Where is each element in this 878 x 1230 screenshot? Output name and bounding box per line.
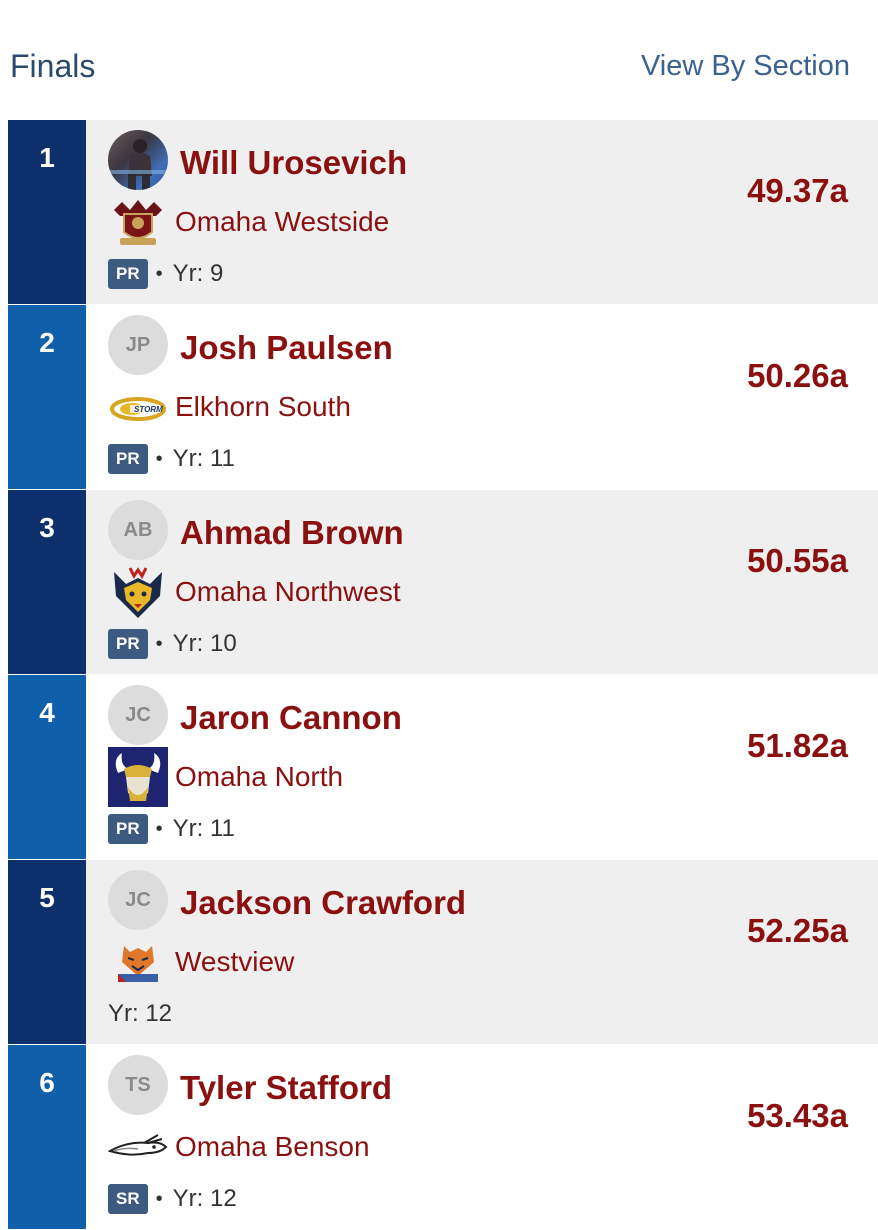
athlete-meta: PR • Yr: 10 xyxy=(108,628,237,660)
result-mark: 49.37a xyxy=(747,172,848,209)
team-name[interactable]: Westview xyxy=(175,946,295,977)
page-title: Finals xyxy=(10,48,96,84)
athlete-year: Yr: 12 xyxy=(172,1185,237,1212)
place-cell: 3 xyxy=(8,490,86,674)
athlete-meta: SR • Yr: 12 xyxy=(108,1183,237,1215)
place-cell: 4 xyxy=(8,675,86,859)
athlete-meta: PR • Yr: 11 xyxy=(108,813,235,845)
place-number: 4 xyxy=(39,697,55,728)
separator-dot: • xyxy=(155,632,163,655)
pr-badge: PR xyxy=(108,444,148,474)
athlete-year: Yr: 11 xyxy=(172,815,235,842)
storm-logo-icon: STORM xyxy=(108,377,168,437)
result-row[interactable]: 3 AB Ahmad Brown Omaha Northwest PR • Yr… xyxy=(8,490,878,675)
athlete-name[interactable]: Josh Paulsen xyxy=(180,329,393,366)
athlete-avatar[interactable]: AB xyxy=(108,500,168,560)
athlete-name[interactable]: Will Urosevich xyxy=(180,144,408,181)
athlete-name[interactable]: Tyler Stafford xyxy=(180,1069,393,1106)
result-mark: 53.43a xyxy=(747,1097,848,1134)
athlete-meta: Yr: 12 xyxy=(108,998,172,1030)
result-row[interactable]: 2 JP Josh Paulsen STORM Elkhorn South PR… xyxy=(8,305,878,490)
athlete-year: Yr: 9 xyxy=(172,260,224,287)
athlete-avatar[interactable] xyxy=(108,130,168,190)
place-cell: 5 xyxy=(8,860,86,1044)
separator-dot: • xyxy=(155,817,163,840)
westside-crest-icon xyxy=(108,192,168,252)
separator-dot: • xyxy=(155,262,163,285)
athlete-year: Yr: 10 xyxy=(172,630,237,657)
place-cell: 6 xyxy=(8,1045,86,1229)
view-by-section-link[interactable]: View By Section xyxy=(640,50,850,82)
athlete-year: Yr: 12 xyxy=(108,1000,173,1027)
separator-dot: • xyxy=(155,1187,163,1210)
header: Finals View By Section xyxy=(0,0,878,120)
athlete-avatar[interactable]: JC xyxy=(108,870,168,930)
place-number: 3 xyxy=(39,512,55,543)
results-list: 1 Will Urosevich Omaha Westside PR • Yr: xyxy=(8,120,878,1230)
athlete-meta: PR • Yr: 11 xyxy=(108,443,235,475)
athlete-avatar[interactable]: JC xyxy=(108,685,168,745)
pr-badge: PR xyxy=(108,259,148,289)
sr-badge: SR xyxy=(108,1184,148,1214)
place-number: 2 xyxy=(39,327,55,358)
place-cell: 2 xyxy=(8,305,86,489)
wildcat-logo-icon xyxy=(108,932,168,992)
team-name[interactable]: Omaha Northwest xyxy=(175,576,401,607)
athlete-year: Yr: 11 xyxy=(172,445,235,472)
athlete-name[interactable]: Ahmad Brown xyxy=(180,514,404,551)
result-mark: 50.26a xyxy=(747,357,848,394)
team-name[interactable]: Elkhorn South xyxy=(175,391,351,422)
separator-dot: • xyxy=(155,447,163,470)
svg-text:STORM: STORM xyxy=(134,405,163,414)
result-mark: 51.82a xyxy=(747,727,848,764)
place-number: 5 xyxy=(39,882,55,913)
athlete-name[interactable]: Jaron Cannon xyxy=(180,699,402,736)
team-name[interactable]: Omaha Westside xyxy=(175,206,390,237)
place-cell: 1 xyxy=(8,120,86,304)
athlete-avatar[interactable]: JP xyxy=(108,315,168,375)
place-number: 6 xyxy=(39,1067,55,1098)
result-row[interactable]: 6 TS Tyler Stafford Omaha Benson SR • Yr… xyxy=(8,1045,878,1230)
athlete-name[interactable]: Jackson Crawford xyxy=(180,884,467,921)
team-name[interactable]: Omaha North xyxy=(175,761,344,792)
athlete-meta: PR • Yr: 9 xyxy=(108,258,223,290)
pr-badge: PR xyxy=(108,814,148,844)
result-row[interactable]: 4 JC Jaron Cannon Omaha North PR • Yr: 1… xyxy=(8,675,878,860)
place-number: 1 xyxy=(39,142,55,173)
result-row[interactable]: 1 Will Urosevich Omaha Westside PR • Yr: xyxy=(8,120,878,305)
viking-logo-icon xyxy=(108,747,168,807)
athlete-photo-icon xyxy=(108,139,168,190)
bunny-logo-icon xyxy=(107,1117,168,1177)
pr-badge: PR xyxy=(108,629,148,659)
husky-logo-icon xyxy=(108,562,168,622)
athlete-avatar[interactable]: TS xyxy=(108,1055,168,1115)
result-row[interactable]: 5 JC Jackson Crawford Westview Yr: 12 52… xyxy=(8,860,878,1045)
result-mark: 50.55a xyxy=(747,542,848,579)
team-name[interactable]: Omaha Benson xyxy=(175,1131,370,1162)
result-mark: 52.25a xyxy=(747,912,848,949)
